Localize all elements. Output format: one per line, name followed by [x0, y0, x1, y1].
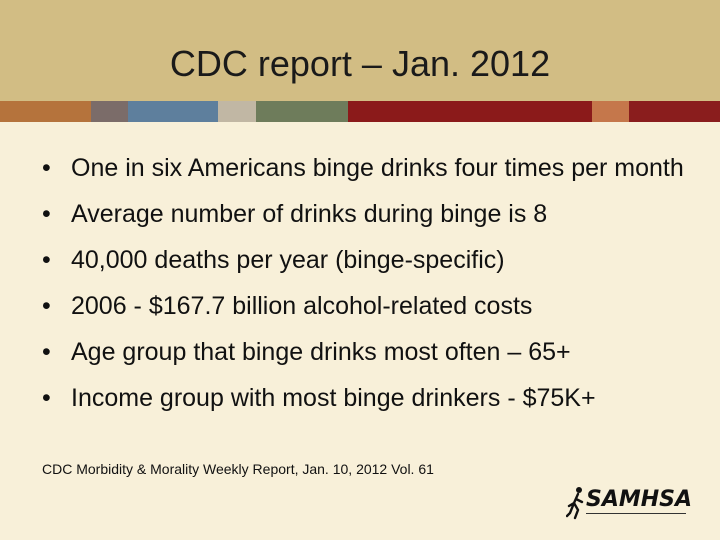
stripe-segment — [0, 101, 91, 122]
title-bar — [0, 0, 720, 101]
list-item: • Average number of drinks during binge i… — [42, 196, 702, 233]
list-item: • One in six Americans binge drinks four … — [42, 150, 702, 187]
samhsa-logo: SAMHSA — [566, 486, 693, 522]
running-figure-icon — [566, 487, 584, 520]
color-stripe — [0, 101, 720, 122]
list-item: • 40,000 deaths per year (binge-specific) — [42, 242, 702, 279]
bullet-marker: • — [42, 338, 51, 366]
stripe-segment — [592, 101, 629, 122]
list-item: • Income group with most binge drinkers -… — [42, 380, 702, 417]
bullet-marker: • — [42, 154, 51, 182]
stripe-segment — [218, 101, 256, 122]
stripe-segment — [256, 101, 348, 122]
bullet-marker: • — [42, 384, 51, 412]
stripe-segment — [91, 101, 128, 122]
bullet-marker: • — [42, 246, 51, 274]
stripe-segment — [629, 101, 720, 122]
slide-title: CDC report – Jan. 2012 — [169, 43, 551, 84]
logo-text: SAMHSA — [586, 487, 693, 512]
stripe-segment — [348, 101, 592, 122]
bullet-list: • One in six Americans binge drinks four … — [42, 150, 702, 426]
logo-underline — [586, 513, 686, 519]
list-item: • 2006 - $167.7 billion alcohol-related c… — [42, 288, 702, 325]
stripe-segment — [128, 101, 218, 122]
source-citation: CDC Morbidity & Morality Weekly Report, … — [42, 461, 434, 477]
list-item: • Age group that binge drinks most often … — [42, 334, 702, 371]
bullet-marker: • — [42, 200, 51, 228]
bullet-marker: • — [42, 292, 51, 320]
